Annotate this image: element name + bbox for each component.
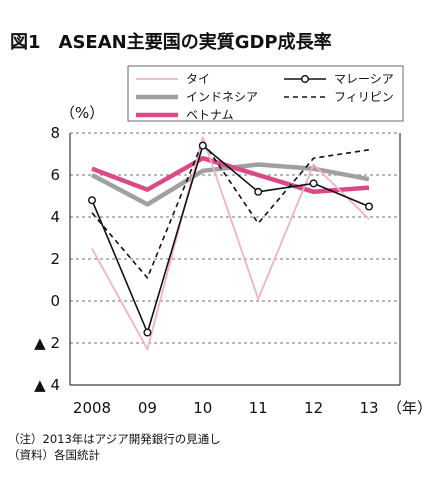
- data-point: [365, 202, 374, 211]
- legend-label: タイ: [186, 72, 210, 86]
- series-line-タイ: [91, 136, 370, 351]
- legend-label: マレーシア: [334, 72, 394, 86]
- legend-marker: [301, 74, 310, 83]
- y-tick-label: ▲ 4: [34, 376, 60, 394]
- y-axis-unit-label: （%）: [60, 104, 104, 122]
- data-point: [87, 196, 96, 205]
- x-tick-label: 12: [304, 399, 323, 417]
- y-tick-label: 4: [50, 208, 60, 226]
- plot-area: 8 6 4 2 0 ▲ 2 ▲ 4 2008 09 10 11 12 13: [34, 124, 401, 417]
- data-point: [309, 179, 318, 188]
- chart-title: 図1 ASEAN主要国の実質GDP成長率: [10, 31, 332, 53]
- x-axis-unit-label: （年）: [387, 399, 432, 417]
- legend-label: インドネシア: [186, 90, 258, 104]
- data-point: [254, 187, 263, 196]
- legend-label: フィリピン: [334, 90, 394, 104]
- x-tick-label: 11: [249, 399, 268, 417]
- data-point: [198, 141, 207, 150]
- x-tick-label: 13: [359, 399, 378, 417]
- y-tick-label: ▲ 2: [34, 334, 60, 352]
- series-line-ベトナム: [91, 155, 370, 195]
- y-tick-label: 6: [50, 166, 60, 184]
- data-point: [143, 328, 152, 337]
- y-tick-label: 2: [50, 250, 60, 268]
- y-tick-label: 8: [50, 124, 60, 142]
- x-tick-label: 2008: [73, 399, 111, 417]
- note-text: （注）2013年はアジア開発銀行の見通し: [8, 432, 221, 446]
- x-tick-label: 10: [193, 399, 212, 417]
- series-line-マレーシア: [91, 144, 370, 334]
- y-tick-label: 0: [50, 292, 60, 310]
- series-line-フィリピン: [91, 140, 370, 279]
- source-text: （資料）各国統計: [8, 448, 100, 462]
- legend-box: [127, 65, 404, 122]
- legend-label: ベトナム: [186, 108, 234, 122]
- x-tick-label: 09: [138, 399, 157, 417]
